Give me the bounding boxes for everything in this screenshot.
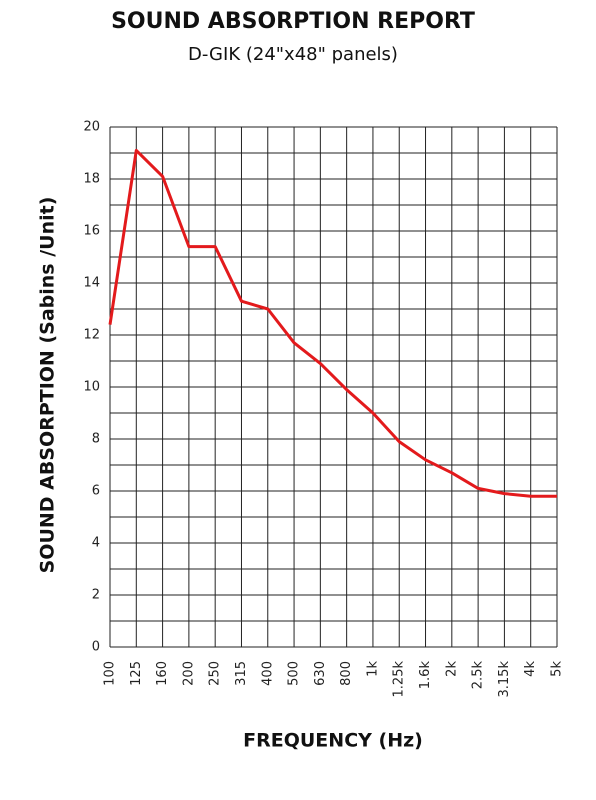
x-tick-label: 3.15k — [497, 661, 512, 698]
x-tick-label: 5k — [550, 661, 565, 677]
x-tick-label: 2.5k — [471, 661, 486, 690]
y-tick-label: 20 — [83, 120, 100, 135]
y-tick-label: 0 — [92, 640, 100, 655]
x-tick-label: 160 — [155, 661, 170, 686]
x-tick-label: 1k — [365, 661, 380, 677]
y-tick-label: 4 — [92, 536, 100, 551]
x-tick-label: 800 — [339, 661, 354, 686]
chart-subtitle: D-GIK (24"x48" panels) — [188, 44, 398, 65]
x-tick-label: 1.6k — [418, 661, 433, 690]
y-tick-label: 6 — [92, 484, 100, 499]
x-tick-label: 1.25k — [392, 661, 407, 698]
y-tick-label: 16 — [83, 224, 100, 239]
y-axis-title: SOUND ABSORPTION (Sabins /Unit) — [37, 197, 59, 574]
x-tick-label: 250 — [208, 661, 223, 686]
x-tick-label: 4k — [523, 661, 538, 677]
y-tick-label: 2 — [92, 588, 100, 603]
x-tick-label: 315 — [234, 661, 249, 686]
y-tick-label: 8 — [92, 432, 100, 447]
x-tick-label: 125 — [129, 661, 144, 686]
x-tick-label: 400 — [260, 661, 275, 686]
x-tick-label: 100 — [103, 661, 118, 686]
x-tick-label: 2k — [444, 661, 459, 677]
x-axis-title: FREQUENCY (Hz) — [243, 730, 423, 752]
line — [108, 148, 557, 498]
x-tick-label: 630 — [313, 661, 328, 686]
x-tick-label: 200 — [181, 661, 196, 686]
y-tick-label: 12 — [83, 328, 100, 343]
y-tick-label: 14 — [83, 276, 100, 291]
chart-title: SOUND ABSORPTION REPORT — [111, 9, 475, 34]
y-tick-label: 10 — [83, 380, 100, 395]
x-tick-label: 500 — [287, 661, 302, 686]
y-tick-label: 18 — [83, 172, 100, 187]
